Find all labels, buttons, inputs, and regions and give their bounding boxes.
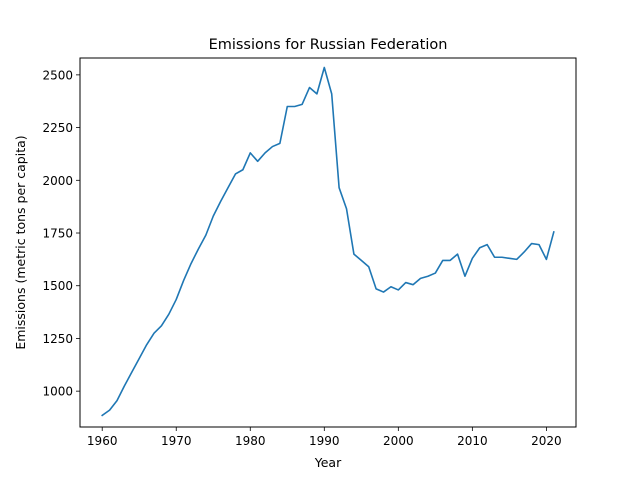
x-tick-label: 1960 (87, 434, 118, 448)
chart-title: Emissions for Russian Federation (209, 37, 448, 53)
x-axis: 1960 1970 1980 1990 2000 2010 2020 (87, 427, 562, 448)
x-tick-label: 2000 (383, 434, 414, 448)
x-tick-label: 1990 (309, 434, 340, 448)
y-tick-label: 1000 (42, 385, 73, 399)
y-tick-label: 1500 (42, 279, 73, 293)
y-tick-label: 2250 (42, 121, 73, 135)
y-tick-label: 2000 (42, 174, 73, 188)
x-tick-label: 2020 (531, 434, 562, 448)
plot-area (101, 66, 555, 417)
axes-frame (79, 57, 577, 428)
y-tick-label: 1750 (42, 227, 73, 241)
x-axis-label: Year (314, 455, 342, 470)
y-tick-label: 2500 (42, 68, 73, 82)
x-tick-label: 1970 (161, 434, 192, 448)
y-axis-label: Emissions (metric tons per capita) (13, 135, 28, 349)
x-tick-label: 2010 (457, 434, 488, 448)
y-tick-label: 1250 (42, 332, 73, 346)
y-axis: 1000 1250 1500 1750 2000 2250 2500 (42, 68, 80, 399)
x-tick-label: 1980 (235, 434, 266, 448)
series-line-0 (101, 66, 555, 417)
